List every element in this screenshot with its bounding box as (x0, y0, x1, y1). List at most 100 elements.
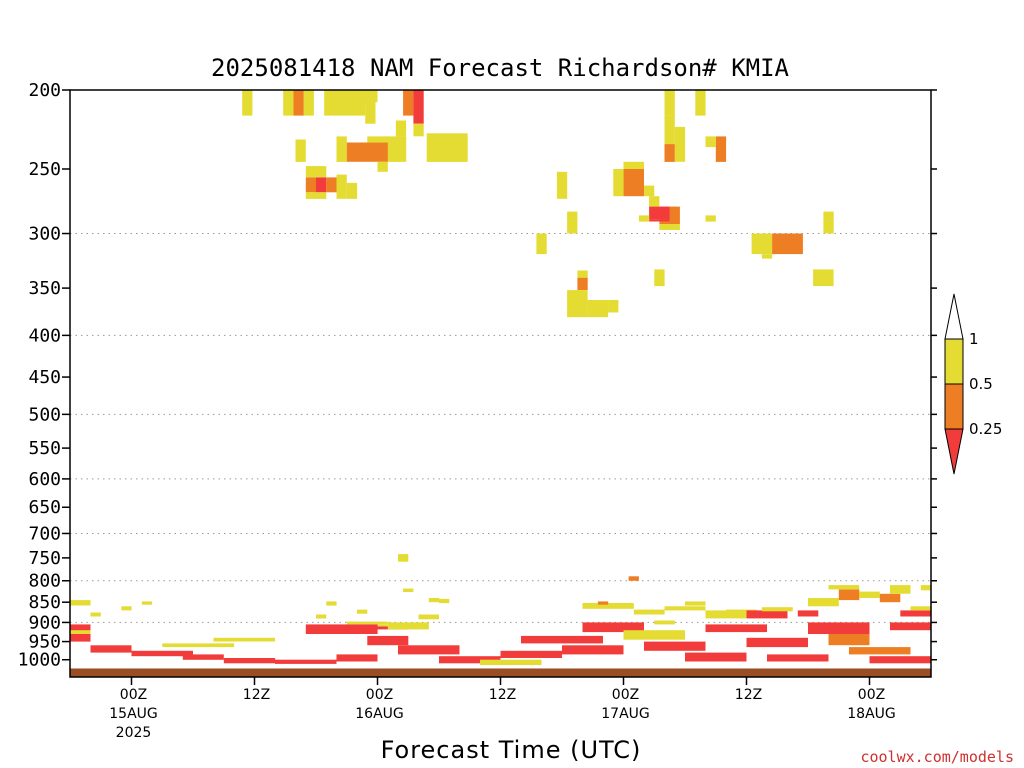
ri-cell (70, 630, 91, 634)
ri-cell (398, 554, 409, 562)
ri-cell (823, 211, 834, 234)
ri-cell (808, 598, 839, 607)
ri-cell (385, 136, 407, 162)
ri-cell (577, 270, 588, 278)
y-axis-ticks: 200 250 300 350 400 450 500 550 600 650 700 7508008… (18, 80, 937, 671)
ri-cell (367, 136, 388, 143)
colorbar-yellow-segment (944, 338, 964, 385)
ri-cell (659, 224, 680, 230)
ri-cell (326, 177, 337, 193)
ri-cell (772, 233, 803, 255)
ri-cell (387, 622, 429, 630)
y-tick-label: 550 (28, 438, 61, 459)
ri-cell (808, 622, 870, 634)
ri-cell (357, 609, 368, 614)
ri-cell (567, 211, 578, 234)
ri-cell (577, 277, 588, 291)
x-tick-label: 00Z (858, 687, 885, 703)
ri-cell (121, 606, 132, 611)
x-tick-label: 2025 (116, 725, 152, 741)
ri-cell (715, 136, 727, 162)
ri-cell (316, 614, 327, 619)
y-tick-label: 200 (28, 80, 61, 101)
ri-cell (649, 219, 670, 222)
ri-cell (828, 585, 860, 590)
ri-cell (398, 645, 460, 655)
ri-cell (403, 90, 414, 116)
ri-cell (131, 650, 193, 657)
ri-cell (439, 656, 501, 664)
ri-cell (295, 139, 306, 162)
ri-cell (562, 645, 624, 655)
colorbar-top-arrow (944, 293, 964, 340)
ri-cell (305, 192, 327, 199)
y-tick-label: 800 (28, 571, 61, 592)
y-tick-label: 250 (28, 159, 61, 180)
y-tick-label: 900 (28, 612, 61, 633)
y-tick-label: 750 (28, 548, 61, 569)
ri-cell (283, 90, 294, 116)
y-tick-label: 950 (28, 632, 61, 653)
ri-cell (838, 589, 860, 601)
y-tick-label: 850 (28, 592, 61, 613)
x-tick-label: 15AUG (109, 706, 158, 722)
y-tick-label: 450 (28, 367, 61, 388)
ri-cell (357, 90, 378, 103)
x-tick-label: 18AUG (847, 706, 896, 722)
ri-cell (664, 90, 675, 116)
colorbar-bottom-arrow (944, 428, 964, 475)
colorbar-label: 0.25 (969, 420, 1002, 438)
ri-cell (649, 196, 660, 207)
ri-cell (664, 115, 675, 145)
ri-cell (556, 171, 568, 199)
ri-cell (654, 620, 675, 625)
ri-cell (705, 624, 767, 633)
y-tick-label: 300 (28, 224, 61, 245)
y-tick-label: 1000 (18, 650, 61, 671)
ri-cell (316, 177, 327, 193)
ri-cell (746, 637, 808, 648)
ri-cell (480, 659, 542, 665)
ri-cell (705, 215, 716, 222)
chart-title: 2025081418 NAM Forecast Richardson# KMIA (211, 54, 790, 82)
x-tick-label: 00Z (366, 687, 393, 703)
ri-cell (797, 610, 819, 617)
ri-cell (418, 614, 439, 620)
ri-cell (813, 269, 834, 287)
richardson-cells (70, 90, 932, 665)
x-tick-label: 12Z (243, 687, 270, 703)
ri-cell (879, 593, 901, 603)
ri-cell (377, 161, 388, 172)
ri-cell (403, 588, 414, 592)
colorbar-label: 1 (969, 330, 979, 348)
plot-frame (69, 89, 932, 678)
ri-cell (890, 585, 911, 594)
ri-cell (336, 136, 347, 162)
ri-cell (582, 622, 644, 633)
x-tick-label: 00Z (120, 687, 147, 703)
ri-cell (623, 161, 644, 169)
ri-cell (751, 233, 773, 255)
ri-cell (597, 601, 609, 605)
ri-cell (90, 645, 132, 653)
ri-cell (685, 601, 706, 606)
x-axis-ticks: 00Z 15AUG 2025 12Z 00Z 16AUG 12Z 00Z 17AUG 12Z 00Z… (109, 677, 896, 741)
ri-cell (890, 622, 931, 631)
ri-cell (664, 606, 706, 611)
ri-cell (213, 637, 275, 642)
ri-cell (426, 133, 468, 162)
colorbar-legend: 1 0.5 0.25 (944, 293, 1002, 475)
ri-cell (828, 634, 870, 646)
ri-cell (223, 658, 276, 664)
ri-cell (275, 659, 337, 664)
x-axis-title: Forecast Time (UTC) (381, 736, 642, 764)
ground-surface-band (70, 668, 931, 677)
ri-cell (654, 269, 665, 287)
ri-cell (767, 654, 829, 662)
ri-cell (695, 90, 706, 116)
ri-cell (869, 656, 931, 664)
y-tick-label: 650 (28, 497, 61, 518)
ri-cell (587, 300, 609, 318)
ri-cell (859, 591, 880, 598)
